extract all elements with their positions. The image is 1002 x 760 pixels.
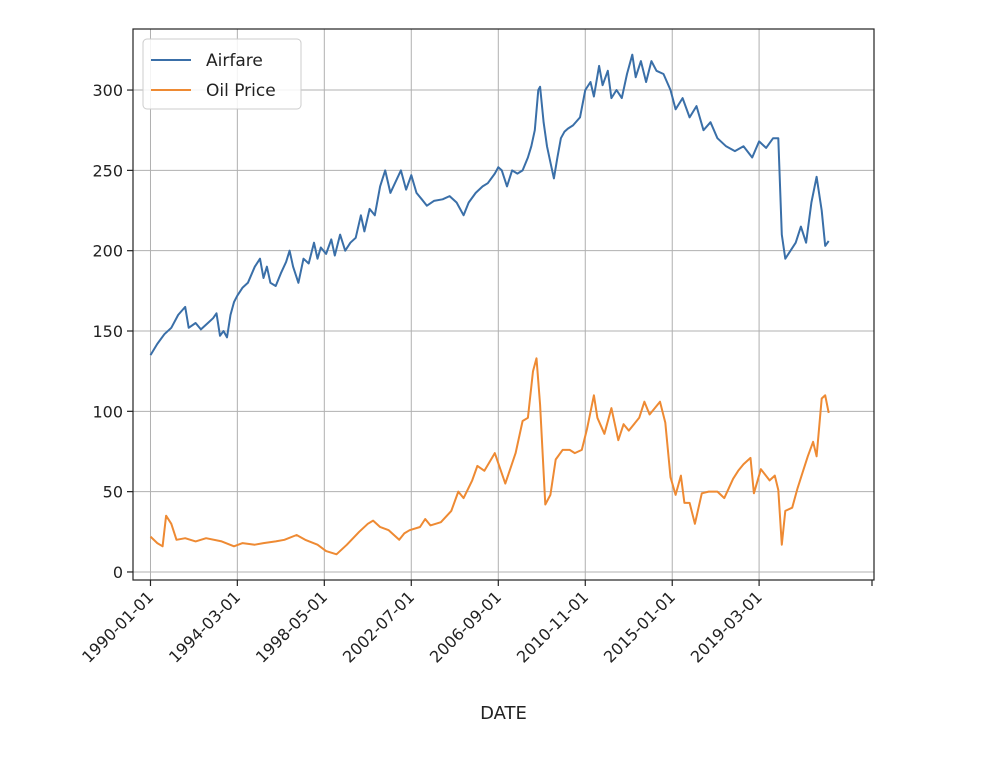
x-tick-label: 1998-05-01 xyxy=(252,587,331,666)
series-line-oil-price xyxy=(149,357,830,556)
x-tick-label: 2015-01-01 xyxy=(600,587,679,666)
x-tick-label: 2002-07-01 xyxy=(339,587,418,666)
x-tick-label: 1990-01-01 xyxy=(78,587,157,666)
x-axis-label: DATE xyxy=(480,703,527,724)
legend: Airfare Oil Price xyxy=(142,38,302,110)
x-tick-label: 2010-11-01 xyxy=(513,587,592,666)
y-tick-label: 100 xyxy=(92,402,123,421)
y-tick-label: 300 xyxy=(92,81,123,100)
y-tick-label: 150 xyxy=(92,322,123,341)
legend-label: Airfare xyxy=(206,51,263,71)
series-line-airfare xyxy=(149,53,830,356)
y-tick-label: 50 xyxy=(103,483,123,502)
x-tick-label: 2006-09-01 xyxy=(426,587,505,666)
x-tick-label: 2019-03-01 xyxy=(687,587,766,666)
legend-box xyxy=(142,38,302,110)
plot-frame xyxy=(132,28,875,581)
legend-label: Oil Price xyxy=(206,81,276,101)
y-tick-label: 250 xyxy=(92,161,123,180)
x-tick-label: 1994-03-01 xyxy=(165,587,244,666)
y-tick-label: 0 xyxy=(113,563,123,582)
grid xyxy=(133,29,874,580)
y-tick-label: 200 xyxy=(92,242,123,261)
axes: 1990-01-01 1994-03-01 1998-05-01 2002-07-01… xyxy=(78,81,873,667)
series-lines xyxy=(149,53,830,556)
